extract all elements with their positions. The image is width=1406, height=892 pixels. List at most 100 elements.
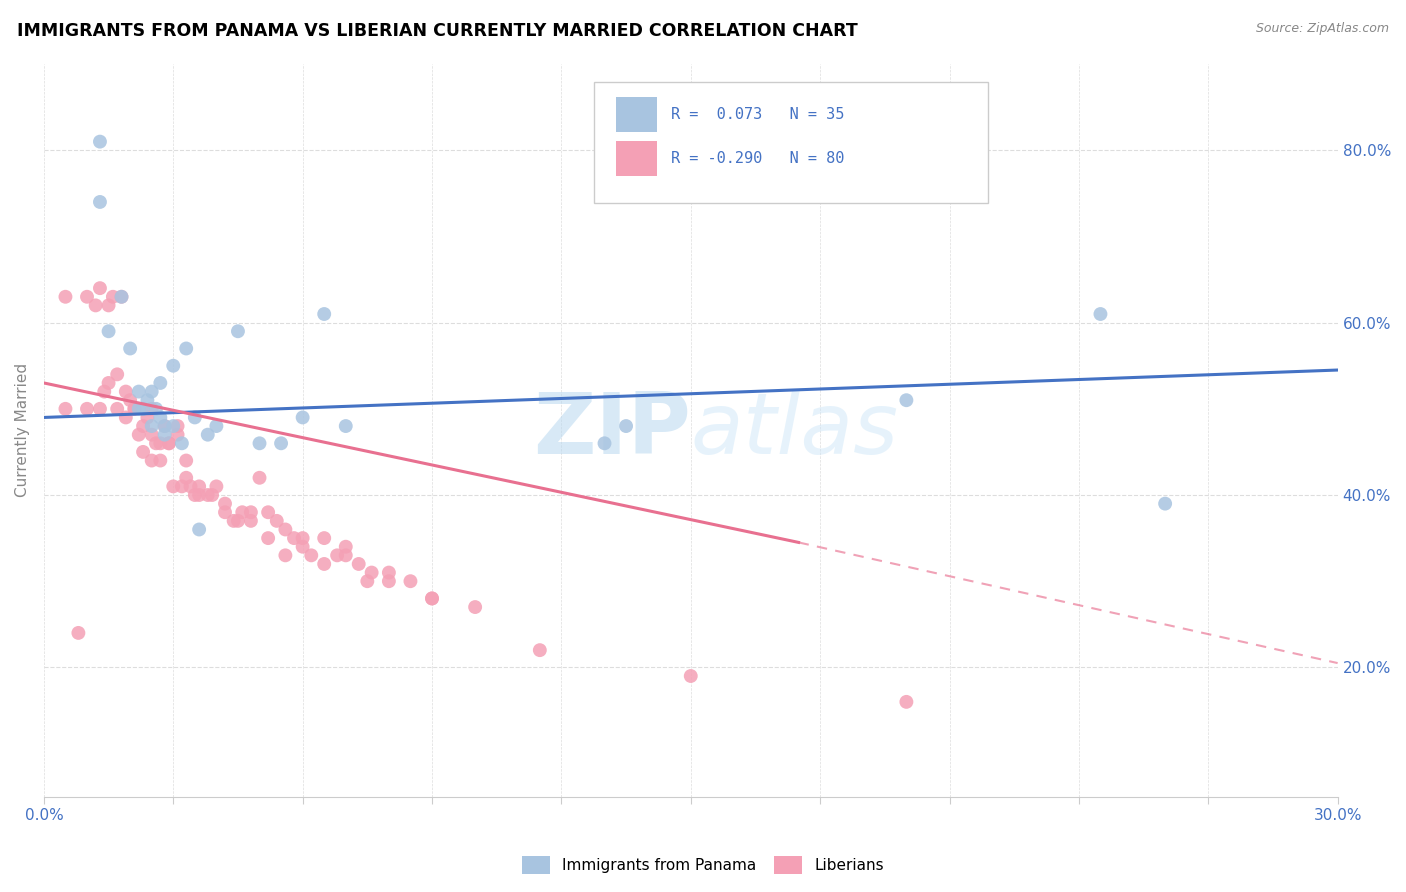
Point: [529, 643, 551, 657]
Point: [166, 427, 188, 442]
Point: [114, 410, 136, 425]
Point: [145, 436, 167, 450]
Point: [76, 401, 98, 416]
Bar: [616, 141, 657, 176]
Point: [55, 401, 77, 416]
Point: [378, 574, 401, 589]
Point: [84, 298, 107, 312]
Point: [105, 401, 128, 416]
Point: [299, 549, 322, 563]
Point: [197, 427, 219, 442]
Point: [120, 393, 142, 408]
Point: [314, 531, 336, 545]
Point: [124, 401, 146, 416]
Point: [314, 557, 336, 571]
Point: [291, 531, 314, 545]
Point: [464, 600, 486, 615]
Point: [170, 436, 193, 450]
Point: [266, 514, 288, 528]
Point: [128, 401, 150, 416]
Point: [132, 419, 155, 434]
Point: [105, 368, 128, 382]
Point: [157, 436, 180, 450]
Point: [149, 453, 172, 467]
Point: [141, 427, 163, 442]
Point: [378, 566, 401, 580]
Point: [93, 384, 115, 399]
Point: [89, 281, 111, 295]
Point: [420, 591, 443, 606]
Point: [170, 479, 193, 493]
Point: [356, 574, 378, 589]
Point: [239, 505, 262, 519]
Point: [145, 401, 167, 416]
Y-axis label: Currently Married: Currently Married: [15, 363, 30, 498]
Legend: Immigrants from Panama, Liberians: Immigrants from Panama, Liberians: [516, 850, 890, 880]
Point: [97, 376, 120, 390]
Point: [110, 290, 132, 304]
Point: [291, 540, 314, 554]
Point: [1154, 497, 1177, 511]
Text: R =  0.073   N = 35: R = 0.073 N = 35: [671, 107, 845, 122]
Point: [110, 290, 132, 304]
Point: [896, 695, 918, 709]
Text: atlas: atlas: [690, 389, 898, 472]
Point: [55, 290, 77, 304]
Point: [89, 194, 111, 209]
Point: [132, 401, 155, 416]
Point: [201, 488, 224, 502]
Point: [136, 393, 159, 408]
Point: [174, 453, 197, 467]
Point: [291, 410, 314, 425]
Point: [239, 514, 262, 528]
Point: [141, 453, 163, 467]
Point: [347, 557, 370, 571]
Point: [188, 479, 211, 493]
Point: [270, 436, 292, 450]
Point: [226, 514, 249, 528]
Point: [205, 419, 228, 434]
Point: [614, 419, 637, 434]
Point: [283, 531, 305, 545]
Point: [205, 479, 228, 493]
Point: [679, 669, 702, 683]
Point: [97, 298, 120, 312]
Point: [162, 419, 184, 434]
Point: [593, 436, 616, 450]
Point: [231, 505, 253, 519]
Point: [335, 549, 357, 563]
Point: [76, 290, 98, 304]
Point: [136, 410, 159, 425]
Point: [101, 290, 124, 304]
Point: [128, 427, 150, 442]
Point: [249, 436, 271, 450]
Point: [141, 384, 163, 399]
Point: [128, 384, 150, 399]
Point: [162, 479, 184, 493]
Point: [153, 419, 176, 434]
Point: [222, 514, 245, 528]
Point: [314, 307, 336, 321]
Point: [180, 479, 202, 493]
Point: [153, 419, 176, 434]
Point: [896, 393, 918, 408]
Point: [153, 427, 176, 442]
Point: [149, 410, 172, 425]
Point: [184, 410, 207, 425]
Point: [89, 401, 111, 416]
Point: [335, 419, 357, 434]
Text: R = -0.290   N = 80: R = -0.290 N = 80: [671, 151, 845, 166]
Point: [141, 401, 163, 416]
Point: [420, 591, 443, 606]
Point: [149, 436, 172, 450]
Text: ZIP: ZIP: [533, 389, 690, 472]
Point: [326, 549, 349, 563]
Point: [274, 523, 297, 537]
Point: [141, 419, 163, 434]
Point: [149, 376, 172, 390]
Point: [214, 505, 236, 519]
Point: [114, 384, 136, 399]
Point: [89, 135, 111, 149]
Point: [67, 626, 90, 640]
Text: Source: ZipAtlas.com: Source: ZipAtlas.com: [1256, 22, 1389, 36]
